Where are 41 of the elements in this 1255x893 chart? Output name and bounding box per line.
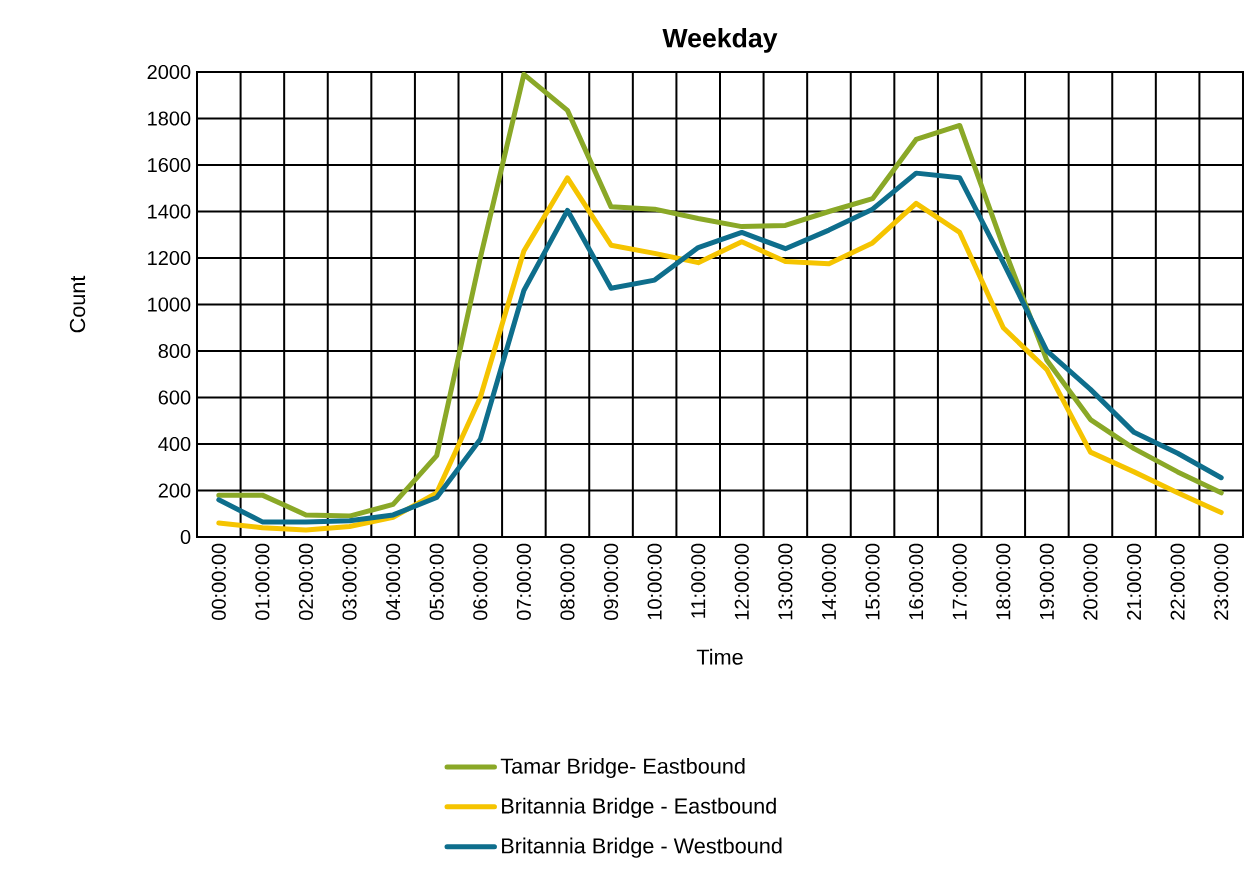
x-tick-label: 05:00:00 — [429, 543, 444, 620]
x-tick-label: 09:00:00 — [603, 543, 619, 620]
x-tick-label: 14:00:00 — [821, 543, 837, 620]
x-tick-label: 19:00:00 — [1039, 543, 1054, 620]
x-tick-label: 03:00:00 — [342, 543, 357, 620]
y-tick-label: 800 — [158, 343, 191, 359]
x-tick-label: 00:00:00 — [211, 543, 226, 620]
y-tick-label: 600 — [158, 390, 191, 405]
x-tick-label: 07:00:00 — [516, 543, 531, 620]
x-tick-label: 13:00:00 — [778, 543, 793, 620]
legend-label: Britannia Bridge - Eastbound — [502, 797, 776, 818]
y-tick-label: 1800 — [148, 111, 191, 126]
legend-label: Britannia Bridge - Westbound — [502, 837, 782, 858]
x-tick-label: 02:00:00 — [298, 543, 314, 620]
y-tick-label: 1200 — [148, 250, 191, 266]
x-tick-label: 11:00:00 — [691, 543, 706, 618]
x-tick-label: 10:00:00 — [647, 543, 662, 620]
legend-label: Tamar Bridge- Eastbound — [500, 757, 745, 779]
x-tick-label: 20:00:00 — [1083, 543, 1098, 620]
y-tick-label: 1400 — [148, 204, 191, 219]
x-tick-label: 06:00:00 — [473, 543, 488, 620]
y-tick-label: 0 — [180, 529, 191, 545]
y-tick-label: 400 — [158, 436, 191, 452]
y-tick-label: 1000 — [148, 297, 191, 312]
x-tick-label: 08:00:00 — [560, 543, 575, 620]
chart-title: Weekday — [662, 27, 778, 53]
y-tick-label: 2000 — [147, 64, 191, 80]
x-tick-label: 04:00:00 — [386, 543, 401, 620]
x-tick-label: 16:00:00 — [909, 543, 924, 620]
x-tick-label: 01:00:00 — [255, 543, 270, 620]
x-tick-label: 21:00:00 — [1126, 543, 1142, 620]
x-tick-label: 15:00:00 — [865, 543, 880, 620]
y-tick-label: 200 — [158, 483, 191, 498]
x-tick-label: 23:00:00 — [1214, 543, 1229, 620]
x-tick-label: 17:00:00 — [952, 543, 967, 620]
x-axis-title: Time — [696, 648, 743, 665]
y-axis-title: Count — [69, 275, 86, 333]
x-tick-label: 18:00:00 — [996, 543, 1011, 620]
y-tick-label: 1600 — [148, 157, 191, 173]
x-tick-label: 12:00:00 — [734, 543, 749, 620]
x-tick-label: 22:00:00 — [1170, 543, 1185, 620]
